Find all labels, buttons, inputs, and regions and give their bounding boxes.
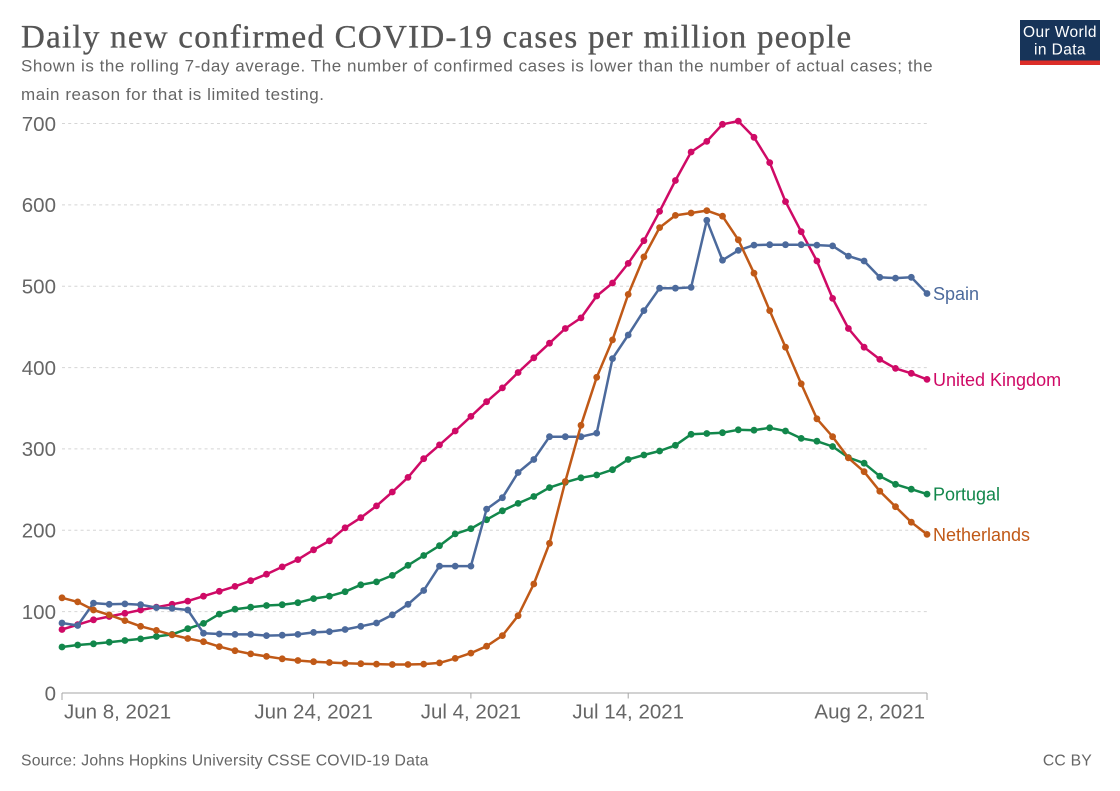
svg-text:600: 600: [22, 194, 56, 217]
svg-text:300: 300: [22, 438, 56, 461]
svg-text:main reason for that is limite: main reason for that is limited testing.: [21, 85, 325, 104]
svg-text:Portugal: Portugal: [933, 485, 1000, 505]
svg-text:Jun 8, 2021: Jun 8, 2021: [64, 701, 171, 724]
svg-text:Jun 24, 2021: Jun 24, 2021: [254, 701, 373, 724]
svg-text:400: 400: [22, 357, 56, 380]
svg-text:Shown is the rolling 7-day ave: Shown is the rolling 7-day average. The …: [21, 57, 933, 76]
svg-text:100: 100: [22, 601, 56, 624]
svg-text:Source: Johns Hopkins Universi: Source: Johns Hopkins University CSSE CO…: [21, 753, 429, 770]
svg-text:700: 700: [22, 113, 56, 136]
svg-text:Our World: Our World: [1023, 24, 1097, 41]
svg-text:CC BY: CC BY: [1043, 753, 1092, 770]
svg-text:United Kingdom: United Kingdom: [933, 370, 1061, 390]
svg-text:Daily new confirmed COVID-19 c: Daily new confirmed COVID-19 cases per m…: [21, 20, 852, 56]
svg-text:in Data: in Data: [1034, 42, 1086, 59]
svg-text:200: 200: [22, 520, 56, 543]
svg-text:Netherlands: Netherlands: [933, 525, 1030, 545]
svg-text:Jul 4, 2021: Jul 4, 2021: [421, 701, 521, 724]
svg-text:Spain: Spain: [933, 284, 979, 304]
svg-text:500: 500: [22, 276, 56, 299]
svg-text:0: 0: [45, 682, 56, 705]
svg-text:Jul 14, 2021: Jul 14, 2021: [572, 701, 684, 724]
svg-text:Aug 2, 2021: Aug 2, 2021: [814, 701, 925, 724]
